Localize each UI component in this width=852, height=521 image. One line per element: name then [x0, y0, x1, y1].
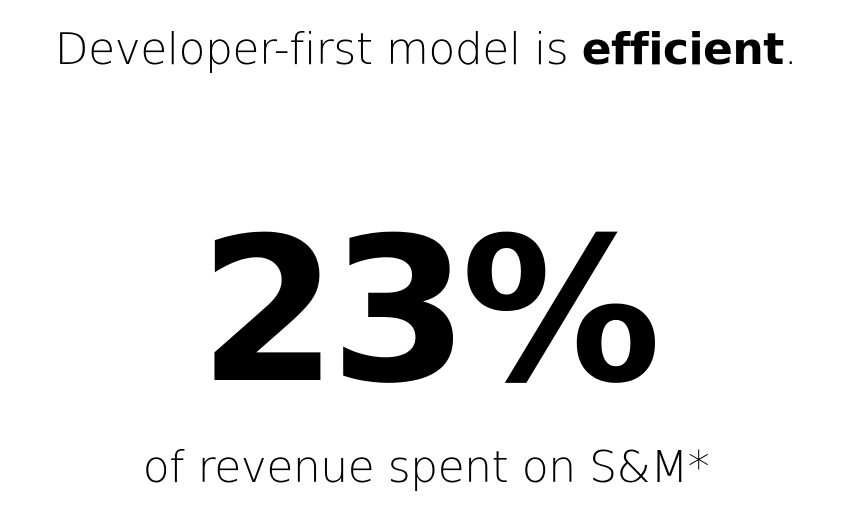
slide-headline: Developer-first model is efficient.	[0, 18, 852, 82]
headline-suffix: .	[783, 24, 798, 75]
stat-value: 23%	[198, 195, 662, 428]
headline-emphasis: efficient	[581, 24, 785, 75]
stat-caption: of revenue spent on S&M*	[142, 442, 710, 493]
headline-prefix: Developer-first model is	[54, 24, 582, 75]
